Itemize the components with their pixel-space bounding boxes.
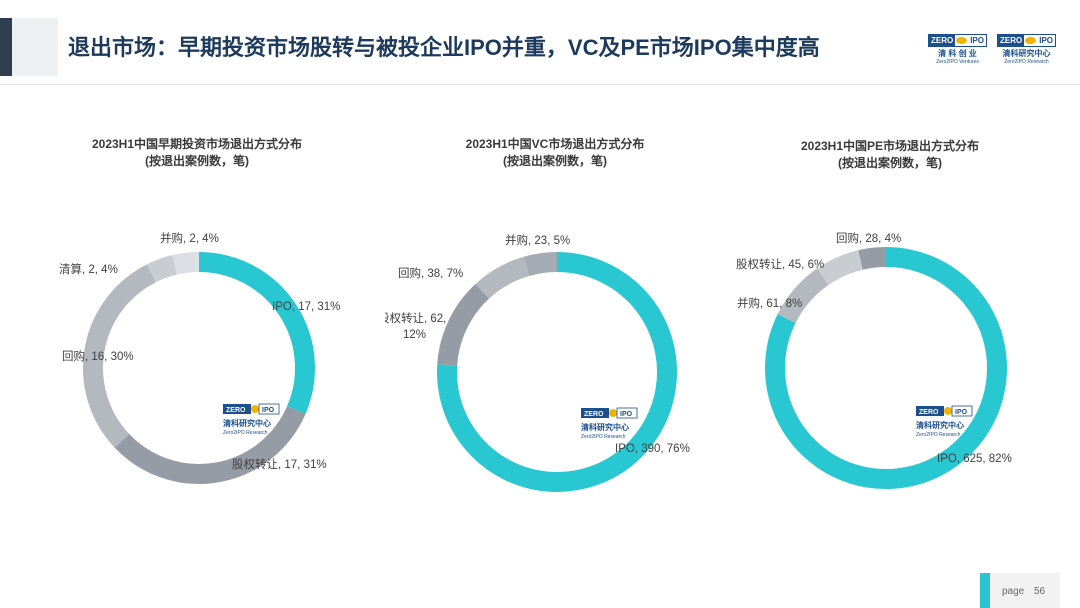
slice-label-equity-transfer: 股权转让, 17, 31%: [232, 457, 327, 471]
chart-title-line2: (按退出案例数，笔): [838, 156, 942, 170]
chart-title-line1: 2023H1中国早期投资市场退出方式分布: [91, 137, 303, 151]
slice-label-merger: 并购, 61, 8%: [737, 296, 802, 310]
chart-title-line2: (按退出案例数，笔): [145, 154, 249, 168]
donut-slice-股权转让: [817, 250, 864, 286]
logo-en-text: Zero2IPO Research: [1004, 59, 1049, 65]
wm-dot-icon: [609, 409, 617, 417]
wm-dot-icon: [944, 407, 952, 415]
donut-slice-IPO: [765, 247, 1007, 489]
slice-label-merger: 并购, 23, 5%: [505, 233, 570, 247]
page-number: 56: [1034, 586, 1046, 597]
page-title: 退出市场：早期投资市场股转与被投企业IPO并重，VC及PE市场IPO集中度高: [68, 35, 820, 60]
logo-badge: ZERO IPO: [996, 34, 1056, 47]
wm-en-text: Zero2IPO Research: [916, 432, 961, 438]
chart-title-line1: 2023H1中国PE市场退出方式分布: [800, 139, 980, 153]
donut-slice-并购: [777, 268, 829, 324]
chart-pe: 2023H1中国PE市场退出方式分布 (按退出案例数，笔) IPO, 625, …: [720, 130, 1060, 510]
wm-zero-text: ZERO: [919, 409, 939, 416]
slice-label-buyback: 回购, 16, 30%: [62, 349, 134, 363]
slice-label-ipo: IPO, 390, 76%: [615, 443, 690, 455]
wm-badge-left: [223, 404, 251, 414]
page-box: [990, 573, 1060, 608]
wm-badge-left: [581, 408, 609, 418]
slice-label-liquidation: 清算, 2, 4%: [59, 262, 118, 276]
header-logos: ZERO IPO 清 科 创 业 Zero2IPO Ventures ZERO …: [927, 34, 1056, 65]
logo-dot-icon: [1025, 37, 1037, 44]
chart-title-line2: (按退出案例数，笔): [503, 154, 607, 168]
wm-badge-right: [258, 403, 280, 415]
slice-label-buyback: 回购, 28, 4%: [836, 231, 901, 245]
wm-cn-text: 清科研究中心: [223, 418, 271, 428]
slice-label-merger: 并购, 2, 4%: [160, 231, 219, 245]
wm-ipo-text: IPO: [620, 411, 633, 418]
logo-ventures: ZERO IPO 清 科 创 业 Zero2IPO Ventures: [927, 34, 987, 65]
donut-slice-股权转让: [114, 405, 306, 484]
chart-vc: 2023H1中国VC市场退出方式分布 (按退出案例数，笔) IPO, 390, …: [385, 130, 725, 510]
wm-ipo-text: IPO: [262, 407, 275, 414]
logo-badge-right: IPO: [968, 35, 986, 46]
wm-ipo-text: IPO: [955, 409, 968, 416]
donut-slices: [765, 247, 1007, 489]
donut-slices: [437, 252, 677, 492]
chart-svg-vc: IPO, 390, 76% 股权转让, 62, 12% 回购, 38, 7% 并…: [385, 233, 690, 492]
header-accent-light: [12, 18, 58, 76]
wm-dot-icon: [251, 405, 259, 413]
slice-label-equity-transfer: 股权转让, 62,: [385, 311, 446, 325]
donut-slice-清算: [146, 255, 178, 283]
chart-title-line1: 2023H1中国VC市场退出方式分布: [465, 137, 645, 151]
watermark-logo: ZERO IPO 清科研究中心 Zero2IPO Research: [581, 407, 638, 440]
chart-svg-early-stage: IPO, 17, 31% 股权转让, 17, 31% 回购, 16, 30% 清…: [59, 231, 340, 484]
donut-slice-股权转让: [437, 283, 490, 366]
logo-cn-text: 清 科 创 业: [938, 49, 977, 58]
logo-research: ZERO IPO 清科研究中心 Zero2IPO Research: [996, 34, 1056, 65]
donut-slice-回购: [83, 264, 157, 448]
page-label: page: [1002, 586, 1025, 597]
watermark-logo: ZERO IPO 清科研究中心 Zero2IPO Research: [916, 405, 973, 438]
header-divider: [0, 84, 1080, 85]
donut-slices: [83, 252, 315, 484]
wm-cn-text: 清科研究中心: [916, 420, 964, 430]
slice-label-equity-transfer: 股权转让, 45, 6%: [736, 257, 824, 271]
donut-slice-并购: [172, 252, 200, 275]
logo-badge-right: IPO: [1037, 35, 1055, 46]
logo-badge-left: ZERO: [928, 35, 956, 46]
slice-label-ipo: IPO, 17, 31%: [272, 301, 340, 313]
donut-slice-回购: [475, 256, 530, 299]
donut-slice-IPO: [437, 252, 677, 492]
logo-badge: ZERO IPO: [927, 34, 987, 47]
slice-label-equity-transfer-pct: 12%: [403, 329, 426, 341]
watermark-logo: ZERO IPO 清科研究中心 Zero2IPO Research: [223, 403, 280, 436]
wm-zero-text: ZERO: [584, 411, 604, 418]
donut-slice-IPO: [198, 252, 315, 414]
logo-en-text: Zero2IPO Ventures: [936, 59, 979, 65]
wm-en-text: Zero2IPO Research: [223, 430, 268, 436]
wm-zero-text: ZERO: [226, 407, 246, 414]
slice-label-buyback: 回购, 38, 7%: [398, 266, 463, 280]
wm-cn-text: 清科研究中心: [581, 422, 629, 432]
wm-badge-right: [616, 407, 638, 419]
page-tab: [980, 573, 990, 608]
wm-en-text: Zero2IPO Research: [581, 434, 626, 440]
slice-label-ipo: IPO, 625, 82%: [937, 453, 1012, 465]
logo-dot-icon: [956, 37, 968, 44]
wm-badge-left: [916, 406, 944, 416]
donut-slice-并购: [523, 252, 558, 277]
donut-slice-回购: [858, 247, 887, 270]
chart-svg-pe: IPO, 625, 82% 并购, 61, 8% 股权转让, 45, 6% 回购…: [736, 231, 1012, 489]
logo-badge-left: ZERO: [997, 35, 1025, 46]
chart-early-stage: 2023H1中国早期投资市场退出方式分布 (按退出案例数，笔) IPO, 17,…: [27, 130, 367, 510]
wm-badge-right: [951, 405, 973, 417]
logo-cn-text: 清科研究中心: [1002, 49, 1051, 58]
header-accent-bar: [0, 18, 12, 76]
